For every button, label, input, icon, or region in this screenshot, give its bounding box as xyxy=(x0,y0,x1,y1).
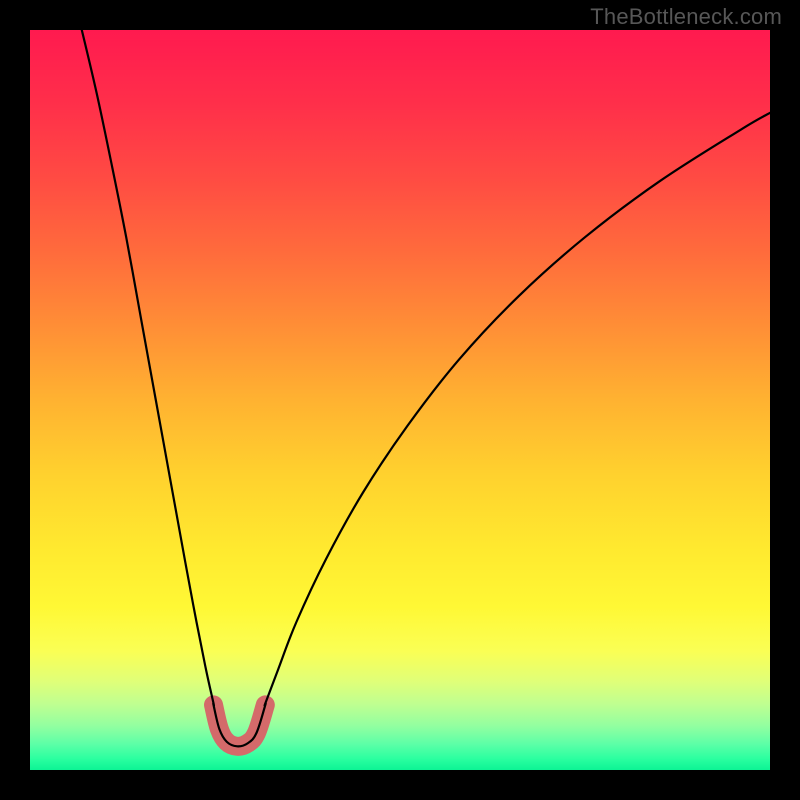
chart-container: { "canvas": { "width": 800, "height": 80… xyxy=(0,0,800,800)
curve-layer xyxy=(30,30,770,770)
watermark-text: TheBottleneck.com xyxy=(590,4,782,30)
bottleneck-curve xyxy=(82,30,770,746)
valley-highlight xyxy=(214,705,266,746)
plot-area xyxy=(30,30,770,770)
